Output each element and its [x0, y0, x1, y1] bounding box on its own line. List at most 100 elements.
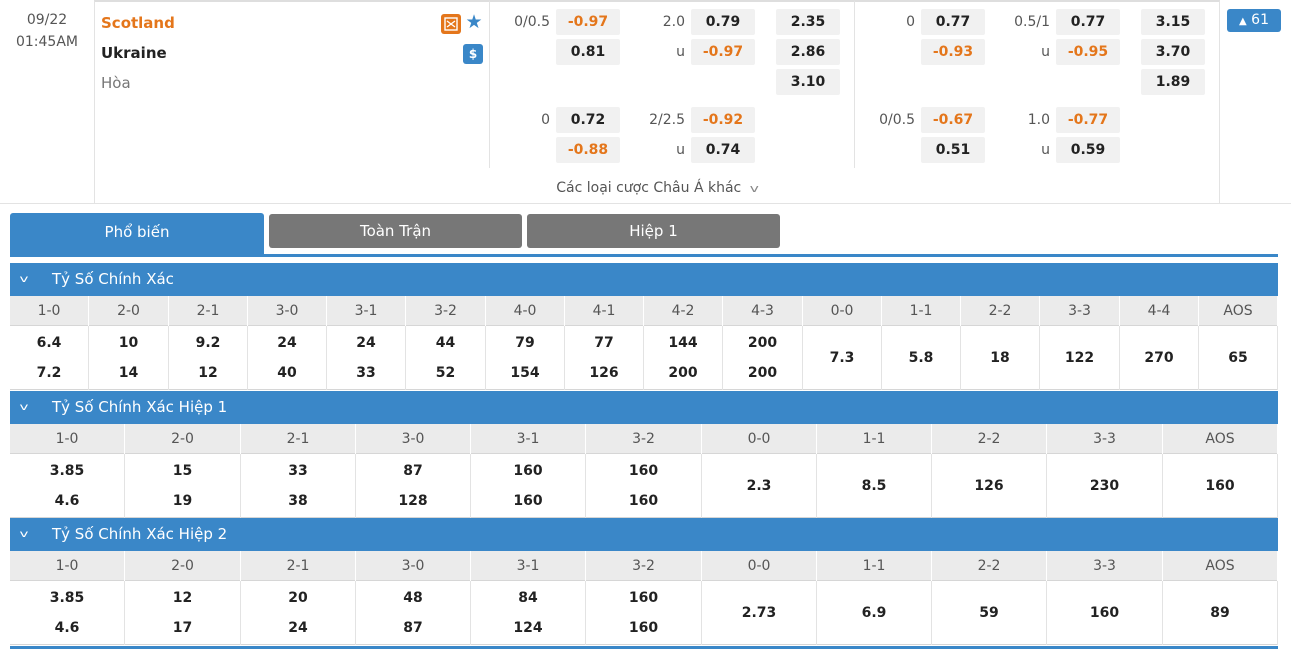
away-score-odd[interactable]: 38 — [288, 493, 308, 509]
home-score-odd[interactable]: 9.2 — [195, 335, 221, 351]
score-odd[interactable]: 59 — [979, 605, 999, 621]
home-score-odd[interactable]: 24 — [356, 335, 376, 351]
home-score-odd[interactable]: 160 — [513, 463, 543, 479]
alt-ou-over-odd[interactable]: -0.92 — [691, 107, 755, 133]
score-odd[interactable]: 5.8 — [908, 350, 934, 366]
away-score-odd[interactable]: 12 — [198, 365, 218, 381]
star-icon[interactable]: ★ — [465, 11, 483, 33]
away-score-odd[interactable]: 40 — [277, 365, 297, 381]
x12-home-odd[interactable]: 3.15 — [1141, 9, 1205, 35]
chevron-down-icon[interactable]: v — [19, 402, 29, 413]
ou-over-odd[interactable]: 0.79 — [691, 9, 755, 35]
home-score-odd[interactable]: 44 — [435, 335, 456, 351]
score-label: 1-1 — [817, 551, 932, 581]
score-odd[interactable]: 126 — [974, 478, 1004, 494]
away-score-odd[interactable]: 160 — [628, 620, 659, 636]
chevron-down-icon[interactable]: v — [19, 274, 29, 285]
away-score-odd[interactable]: 200 — [747, 365, 778, 381]
x12-away-odd[interactable]: 3.70 — [1141, 39, 1205, 65]
score-odd[interactable]: 2.73 — [741, 605, 777, 621]
away-score-odd[interactable]: 154 — [510, 365, 540, 381]
away-score-odd[interactable]: 52 — [435, 365, 456, 381]
hdp-away-odd[interactable]: -0.93 — [921, 39, 985, 65]
score-odd[interactable]: 8.5 — [861, 478, 887, 494]
section-header[interactable]: v Tỷ Số Chính Xác Hiệp 2 — [10, 518, 1278, 551]
chevron-down-icon[interactable]: v — [19, 529, 29, 540]
score-odd[interactable]: 6.9 — [861, 605, 887, 621]
alt-hdp-away-odd[interactable]: 0.51 — [921, 137, 985, 163]
x12-away-odd[interactable]: 2.86 — [776, 39, 840, 65]
hdp-away-odd[interactable]: 0.81 — [556, 39, 620, 65]
ou-under-odd[interactable]: -0.97 — [691, 39, 755, 65]
away-score-odd[interactable]: 24 — [288, 620, 308, 636]
away-score-odd[interactable]: 160 — [513, 493, 543, 509]
ou-under-odd[interactable]: -0.95 — [1056, 39, 1120, 65]
away-score-odd[interactable]: 124 — [513, 620, 543, 636]
score-odd[interactable]: 2.3 — [746, 478, 772, 494]
away-score-odd[interactable]: 14 — [118, 365, 139, 381]
alt-hdp-home-odd[interactable]: 0.72 — [556, 107, 620, 133]
home-score-odd[interactable]: 200 — [747, 335, 778, 351]
away-score-odd[interactable]: 33 — [356, 365, 376, 381]
score-odd[interactable]: 18 — [990, 350, 1010, 366]
stats-icon[interactable] — [441, 14, 461, 34]
away-score-odd[interactable]: 17 — [172, 620, 193, 636]
score-odd[interactable]: 160 — [1089, 605, 1120, 621]
home-team[interactable]: Scotland — [101, 14, 175, 32]
tab-popular[interactable]: Phổ biến — [10, 213, 264, 254]
home-score-odd[interactable]: 15 — [172, 463, 193, 479]
home-score-odd[interactable]: 12 — [172, 590, 193, 606]
home-score-odd[interactable]: 3.85 — [49, 590, 85, 606]
score-odd[interactable]: 160 — [1205, 478, 1235, 494]
dollar-icon[interactable]: $ — [463, 44, 483, 64]
away-score-odd[interactable]: 4.6 — [54, 493, 80, 509]
home-score-odd[interactable]: 48 — [403, 590, 423, 606]
away-score-odd[interactable]: 126 — [589, 365, 619, 381]
section-header[interactable]: v Tỷ Số Chính Xác — [10, 263, 1278, 296]
home-score-odd[interactable]: 144 — [668, 335, 698, 351]
hdp-home-odd[interactable]: -0.97 — [556, 9, 620, 35]
ou-over-odd[interactable]: 0.77 — [1056, 9, 1120, 35]
home-score-odd[interactable]: 24 — [277, 335, 297, 351]
x12-draw-odd[interactable]: 1.89 — [1141, 69, 1205, 95]
alt-hdp-home-odd[interactable]: -0.67 — [921, 107, 985, 133]
score-odd[interactable]: 122 — [1064, 350, 1095, 366]
home-score-odd[interactable]: 79 — [515, 335, 535, 351]
away-score-odd[interactable]: 128 — [398, 493, 428, 509]
away-team[interactable]: Ukraine — [101, 44, 167, 62]
alt-hdp-away-odd[interactable]: -0.88 — [556, 137, 620, 163]
away-score-odd[interactable]: 19 — [172, 493, 193, 509]
score-odd[interactable]: 89 — [1210, 605, 1230, 621]
home-score-odd[interactable]: 3.85 — [49, 463, 85, 479]
home-score-odd[interactable]: 84 — [518, 590, 538, 606]
alt-ou-under-odd[interactable]: 0.74 — [691, 137, 755, 163]
section-header[interactable]: v Tỷ Số Chính Xác Hiệp 1 — [10, 391, 1278, 424]
hdp-home-odd[interactable]: 0.77 — [921, 9, 985, 35]
home-score-odd[interactable]: 6.4 — [36, 335, 62, 351]
score-odd[interactable]: 230 — [1089, 478, 1120, 494]
home-score-odd[interactable]: 87 — [403, 463, 423, 479]
home-score-odd[interactable]: 20 — [288, 590, 308, 606]
home-score-odd[interactable]: 10 — [118, 335, 139, 351]
score-odds-cell: 230 — [1047, 454, 1163, 518]
score-odd[interactable]: 7.3 — [829, 350, 855, 366]
alt-ou-over-odd[interactable]: -0.77 — [1056, 107, 1120, 133]
x12-draw-odd[interactable]: 3.10 — [776, 69, 840, 95]
markets-count-button[interactable]: ▲ 61 — [1227, 9, 1281, 32]
away-score-odd[interactable]: 160 — [628, 493, 659, 509]
away-score-odd[interactable]: 87 — [403, 620, 423, 636]
home-score-odd[interactable]: 33 — [288, 463, 308, 479]
score-odd[interactable]: 65 — [1228, 350, 1248, 366]
x12-home-odd[interactable]: 2.35 — [776, 9, 840, 35]
away-score-odd[interactable]: 4.6 — [54, 620, 80, 636]
home-score-odd[interactable]: 160 — [628, 590, 659, 606]
home-score-odd[interactable]: 160 — [628, 463, 659, 479]
away-score-odd[interactable]: 7.2 — [36, 365, 62, 381]
away-score-odd[interactable]: 200 — [668, 365, 698, 381]
alt-ou-under-odd[interactable]: 0.59 — [1056, 137, 1120, 163]
score-odd[interactable]: 270 — [1144, 350, 1174, 366]
tab-first-half[interactable]: Hiệp 1 — [527, 214, 780, 248]
more-asian-bets-toggle[interactable]: Các loại cược Châu Á khác v — [94, 168, 1220, 204]
tab-full-match[interactable]: Toàn Trận — [269, 214, 522, 248]
home-score-odd[interactable]: 77 — [594, 335, 614, 351]
